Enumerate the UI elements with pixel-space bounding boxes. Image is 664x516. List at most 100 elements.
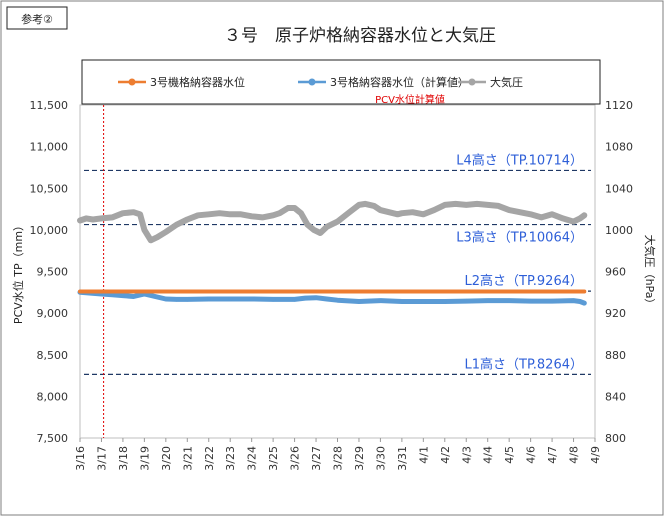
x-tick-label: 3/22 <box>203 446 216 471</box>
x-tick-label: 3/23 <box>224 446 237 471</box>
x-tick-label: 4/2 <box>439 446 452 464</box>
legend-swatch-marker <box>468 78 476 86</box>
badge-box <box>6 6 68 30</box>
data-point <box>346 211 351 216</box>
y-tick-label: 10,500 <box>30 182 69 195</box>
legend-swatch-marker <box>128 78 136 86</box>
data-point <box>528 298 533 304</box>
y-axis-title: PCV水位 TP（mm） <box>11 220 25 324</box>
x-tick-label: 3/25 <box>267 446 280 471</box>
y-tick-label: 7,500 <box>37 432 69 445</box>
data-point <box>155 234 160 240</box>
y2-tick-label: 880 <box>605 349 626 362</box>
data-point <box>464 202 469 208</box>
data-point <box>560 216 566 221</box>
reference-line-label: L2高さ（TP.9264） <box>465 273 584 289</box>
legend-label: 大気圧 <box>490 75 523 89</box>
data-point <box>577 216 583 221</box>
legend-label: 3号格納容器水位（計算値） <box>330 75 469 89</box>
data-point <box>270 297 276 302</box>
data-point <box>292 297 297 302</box>
data-point <box>238 212 244 217</box>
data-point <box>378 298 383 303</box>
data-point <box>90 217 96 222</box>
data-point <box>577 299 583 304</box>
x-tick-label: 3/30 <box>374 446 387 471</box>
y2-tick-label: 800 <box>605 432 626 445</box>
data-point <box>506 298 512 303</box>
x-tick-label: 3/27 <box>310 446 323 471</box>
x-tick-label: 4/6 <box>525 446 538 464</box>
data-point <box>131 209 136 215</box>
data-point <box>399 299 405 304</box>
data-point <box>249 296 254 302</box>
data-point <box>386 209 392 215</box>
data-point <box>77 218 83 223</box>
x-tick-label: 3/21 <box>181 446 194 471</box>
y2-tick-label: 1040 <box>605 182 633 195</box>
data-point <box>356 202 362 208</box>
data-point <box>99 216 104 221</box>
legend: 3号機格納容器水位 3号格納容器水位（計算値） 大気圧 <box>118 75 523 89</box>
data-point <box>152 294 158 299</box>
data-point <box>142 227 147 233</box>
data-point <box>313 295 319 300</box>
data-point <box>324 224 329 229</box>
data-point <box>185 217 190 222</box>
y2-tick-label: 1080 <box>605 141 633 154</box>
x-tick-label: 3/17 <box>95 446 108 471</box>
data-point <box>324 296 329 302</box>
x-tick-label: 3/24 <box>246 446 259 471</box>
y-tick-label: 11,500 <box>30 99 69 112</box>
data-point <box>185 297 190 302</box>
legend-swatch-marker <box>308 78 316 86</box>
data-point <box>298 211 304 216</box>
x-tick-label: 3/31 <box>396 446 409 471</box>
x-tick-label: 3/29 <box>353 446 366 471</box>
y2-tick-label: 1000 <box>605 224 633 237</box>
legend-label: 3号機格納容器水位 <box>150 75 245 89</box>
data-point <box>148 238 154 243</box>
data-point <box>395 212 400 217</box>
data-point <box>228 212 233 217</box>
y2-tick-label: 840 <box>605 390 626 403</box>
data-point <box>228 296 233 302</box>
data-point <box>485 202 490 208</box>
x-tick-label: 3/28 <box>332 446 345 471</box>
data-point <box>163 296 169 302</box>
data-point <box>485 298 490 303</box>
reference-line-label: L3高さ（TP.10064） <box>456 230 583 246</box>
x-tick-label: 3/18 <box>117 446 130 471</box>
data-point <box>496 203 501 209</box>
data-point <box>318 230 323 236</box>
data-point <box>131 294 136 299</box>
data-point <box>371 203 377 209</box>
legend-box <box>81 59 601 105</box>
x-tick-label: 4/7 <box>546 446 559 464</box>
data-point <box>120 211 126 216</box>
data-point <box>249 214 254 219</box>
data-point <box>137 212 143 217</box>
y-tick-label: 9,500 <box>37 266 69 279</box>
series-group <box>77 200 588 306</box>
data-point <box>421 212 426 217</box>
y-tick-label: 11,000 <box>30 141 69 154</box>
data-point <box>303 295 308 301</box>
data-point <box>582 300 587 306</box>
data-point <box>356 299 362 304</box>
annotation-label: PCV水位計算値 <box>375 93 445 106</box>
x-tick-label: 4/3 <box>460 446 473 464</box>
data-point <box>421 299 426 304</box>
y-tick-label: 10,000 <box>30 224 69 237</box>
y2-tick-label: 960 <box>605 266 626 279</box>
data-point <box>277 211 282 216</box>
data-point <box>399 211 405 216</box>
reference-line-label: L1高さ（TP.8264） <box>465 356 584 372</box>
data-point <box>549 212 555 217</box>
y2-tick-label: 920 <box>605 307 626 320</box>
data-point <box>453 201 458 207</box>
x-tick-label: 3/20 <box>160 446 173 471</box>
data-point <box>335 298 340 303</box>
data-point <box>442 299 447 304</box>
